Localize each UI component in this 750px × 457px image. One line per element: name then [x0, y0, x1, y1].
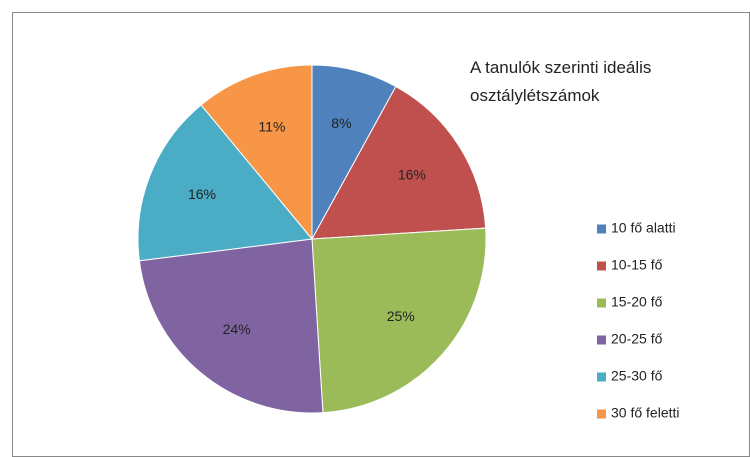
- data-label: 11%: [258, 118, 285, 134]
- legend-label: 30 fő feletti: [611, 405, 680, 421]
- legend-label: 20-25 fő: [611, 331, 663, 347]
- pie-slice: [200, 64, 313, 241]
- pie-slice: [137, 104, 313, 262]
- data-label: 16%: [188, 186, 216, 202]
- data-label: 24%: [223, 321, 251, 337]
- legend-swatch: [597, 409, 606, 419]
- legend-label: 15-20 fő: [611, 294, 663, 310]
- legend-label: 10-15 fő: [611, 257, 663, 273]
- data-label: 8%: [331, 115, 351, 131]
- legend-swatch: [597, 298, 606, 308]
- pie-slice: [311, 227, 487, 414]
- legend-swatch: [597, 261, 606, 271]
- legend-label: 10 fő alatti: [611, 220, 676, 236]
- pie-slice: [311, 85, 487, 240]
- legend-swatch: [597, 335, 606, 345]
- data-label: 25%: [387, 308, 415, 324]
- legend-swatch: [597, 224, 606, 234]
- chart-title: A tanulók szerinti ideális osztálylétszá…: [470, 58, 652, 105]
- pie-slice: [138, 238, 324, 414]
- legend-label: 25-30 fő: [611, 368, 663, 384]
- legend-swatch: [597, 372, 606, 382]
- data-label: 16%: [398, 166, 426, 182]
